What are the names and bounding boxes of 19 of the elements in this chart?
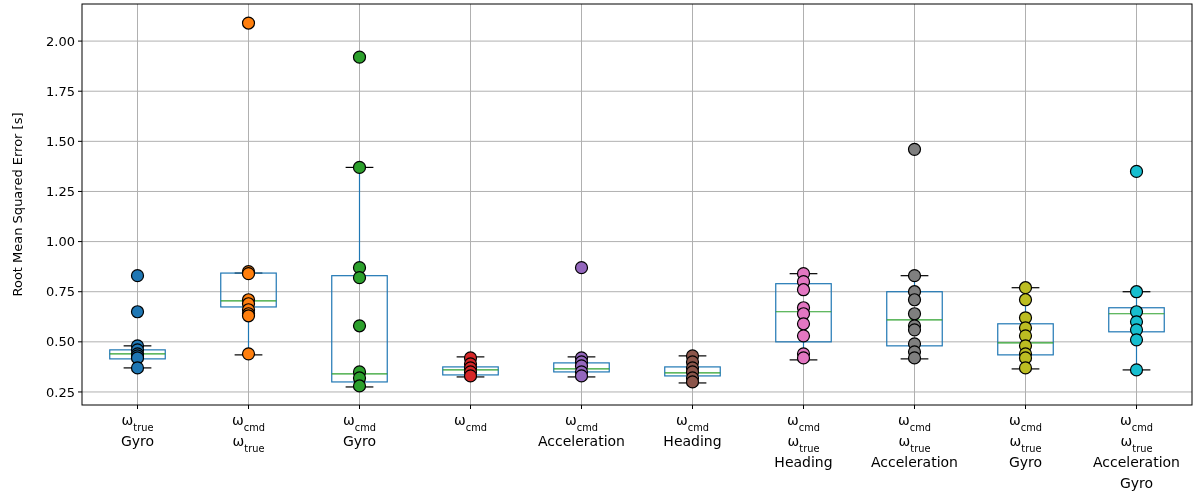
x-tick-label: ω$_{cmd}$ Acceleration [538,412,625,449]
x-tick-label: ω$_{cmd}$ Gyro [342,412,377,449]
y-tick-label: 1.00 [46,234,75,250]
x-tick-label: ω$_{cmd}$ ω$_{true}$ [232,412,265,454]
y-tick-label: 1.75 [46,83,75,99]
y-tick-label: 0.50 [46,334,75,350]
y-tick-label: 0.75 [46,284,75,300]
y-tick-label: 0.25 [46,384,75,400]
x-tick-label: ω$_{cmd}$ Heading [663,412,722,449]
x-tick-label: ω$_{cmd}$ ω$_{true}$ Gyro [1008,412,1043,470]
y-tick-label: 2.00 [46,33,75,49]
x-tick-label: ω$_{true}$ Gyro [120,412,155,449]
y-axis-title: Root Mean Squared Error [s] [10,112,25,297]
y-tick-label: 1.25 [46,184,75,200]
x-tick-label: ω$_{cmd}$ ω$_{true}$ Acceleration Gyro [1093,412,1180,491]
y-tick-label: 1.50 [46,133,75,149]
x-tick-label: ω$_{cmd}$ [454,412,487,433]
x-tick-label: ω$_{cmd}$ ω$_{true}$ Heading [774,412,833,470]
x-tick-label: ω$_{cmd}$ ω$_{true}$ Acceleration [871,412,958,470]
